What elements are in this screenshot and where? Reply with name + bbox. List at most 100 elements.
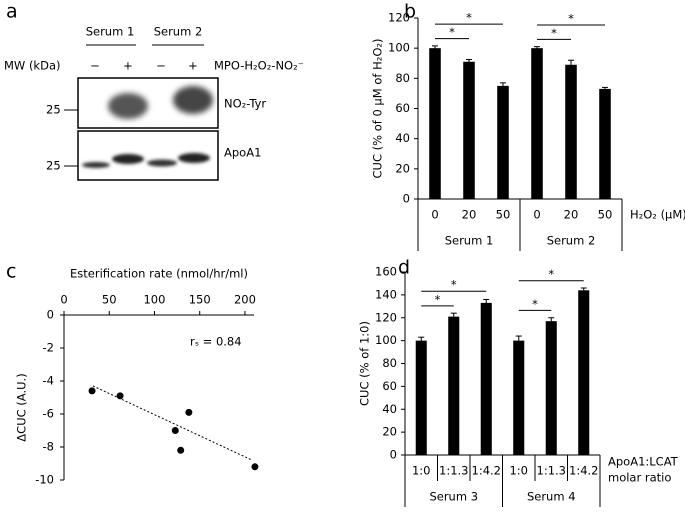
y-tick-label: -10: [35, 473, 54, 487]
y-tick-label: -4: [43, 374, 54, 388]
x-tick-label: 20: [462, 208, 477, 222]
mw-marker: 25: [46, 159, 61, 173]
y-axis-label: CUC (% of 1:0): [358, 321, 372, 406]
point: [171, 427, 179, 434]
treatment-sign: −: [156, 59, 166, 73]
x-tick-label: 0: [431, 208, 438, 222]
group-label: Serum 3: [429, 490, 478, 504]
y-tick-label: 120: [375, 310, 397, 324]
bar: [531, 48, 543, 199]
significance-label: *: [451, 278, 457, 292]
x-tick-label: 1:0: [509, 464, 528, 478]
y-tick-label: 80: [395, 71, 410, 85]
x-tick-label: 50: [102, 293, 117, 307]
y-axis-label: ΔCUC (A.U.): [15, 373, 29, 441]
blot-band: [112, 154, 144, 164]
group-label: Serum 2: [154, 25, 203, 39]
blot-band: [108, 93, 148, 119]
point: [185, 408, 193, 416]
x-tick-label: 100: [143, 293, 165, 307]
significance-label: *: [435, 292, 441, 306]
significance-label: *: [449, 25, 455, 39]
bar: [448, 316, 460, 455]
y-tick-label: 40: [382, 402, 397, 416]
group-label: Serum 4: [527, 490, 576, 504]
point: [177, 446, 185, 454]
x-tick-label: 150: [189, 293, 211, 307]
x-tick-label: 1:1.3: [439, 464, 468, 478]
x-axis-label: ApoA1:LCAT: [608, 455, 679, 469]
x-axis-label: Esterification rate (nmol/hr/ml): [70, 267, 248, 281]
bar: [565, 64, 577, 199]
y-tick-label: 0: [390, 448, 397, 462]
x-tick-label: 50: [598, 208, 613, 222]
y-axis-label: CUC (% of 0 µM of H₂O₂): [371, 39, 385, 179]
point: [251, 463, 259, 471]
blot-name: NO₂-Tyr: [224, 97, 266, 111]
y-tick-label: -8: [43, 440, 54, 454]
x-axis-label: molar ratio: [608, 471, 671, 485]
y-tick-label: 20: [382, 425, 397, 439]
bar: [545, 321, 557, 455]
group-label: Serum 2: [547, 234, 596, 248]
y-tick-label: 20: [395, 161, 410, 175]
bar: [429, 48, 441, 199]
panel-label: a: [6, 1, 18, 23]
y-tick-label: 120: [388, 11, 410, 25]
panel-a: a Serum 1 Serum 2 MW (kDa) − + − + MPO-H…: [4, 1, 304, 181]
bar: [480, 302, 492, 455]
significance-label: *: [532, 297, 538, 311]
y-tick-label: -2: [43, 341, 54, 355]
x-tick-label: 0: [533, 208, 540, 222]
point: [88, 387, 96, 395]
bar: [497, 85, 509, 199]
treatment-label: MPO-H₂O₂-NO₂⁻: [214, 59, 304, 73]
treatment-sign: +: [123, 59, 133, 73]
y-tick-label: 100: [375, 333, 397, 347]
treatment-sign: −: [90, 59, 100, 73]
mw-label: MW (kDa): [4, 59, 60, 73]
bar: [415, 340, 427, 455]
y-tick-label: 140: [375, 287, 397, 301]
panel-label: b: [404, 1, 416, 23]
y-tick-label: 160: [375, 265, 397, 279]
blot-band: [178, 153, 210, 163]
group-label: Serum 1: [86, 25, 135, 39]
y-tick-label: 0: [403, 192, 410, 206]
x-tick-label: 200: [234, 293, 256, 307]
y-tick-label: 60: [382, 379, 397, 393]
blot-band: [173, 86, 213, 114]
significance-label: *: [568, 11, 574, 25]
x-tick-label: 20: [564, 208, 579, 222]
y-tick-label: 80: [382, 356, 397, 370]
y-tick-label: 0: [47, 308, 54, 322]
panel-label: d: [398, 257, 410, 279]
x-tick-label: 1:4.2: [472, 464, 501, 478]
blot-name: ApoA1: [224, 146, 261, 160]
x-tick-label: 1:1.3: [537, 464, 566, 478]
significance-label: *: [548, 267, 554, 281]
significance-label: *: [551, 26, 557, 40]
y-tick-label: 40: [395, 131, 410, 145]
x-axis-label: H₂O₂ (µM): [630, 208, 685, 222]
blot-band: [82, 162, 110, 168]
x-tick-label: 1:0: [412, 464, 431, 478]
point: [116, 392, 124, 400]
treatment-sign: +: [188, 59, 198, 73]
bar: [463, 61, 475, 199]
y-tick-label: 100: [388, 41, 410, 55]
x-tick-label: 1:4.2: [569, 464, 598, 478]
y-tick-label: -6: [43, 407, 54, 421]
group-label: Serum 1: [445, 234, 494, 248]
bar: [513, 340, 525, 455]
bar: [578, 290, 590, 455]
mw-marker: 25: [46, 103, 61, 117]
x-tick-label: 0: [60, 293, 67, 307]
y-tick-label: 60: [395, 101, 410, 115]
panel-label: c: [6, 261, 16, 283]
blot-band: [147, 159, 177, 167]
x-tick-label: 50: [496, 208, 511, 222]
annotation: rₛ = 0.84: [190, 335, 242, 349]
significance-label: *: [466, 11, 472, 25]
